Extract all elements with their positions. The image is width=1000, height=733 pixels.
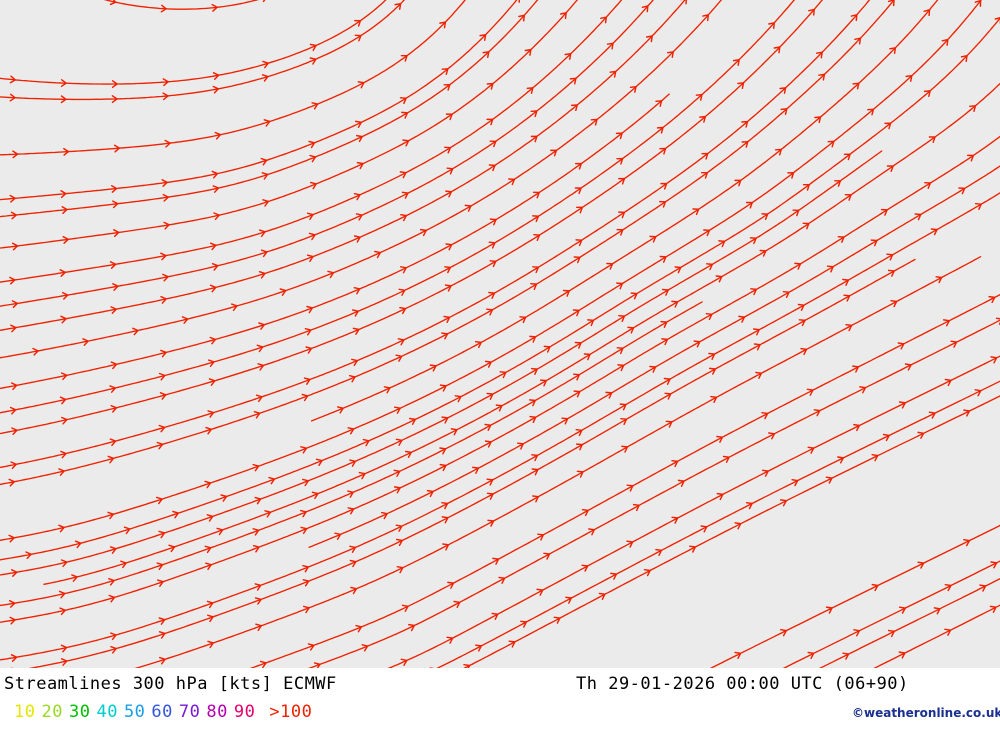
valid-time-label: Th 29-01-2026 00:00 UTC (06+90): [576, 674, 909, 694]
streamline-layer: [0, 0, 1000, 668]
page-title: Streamlines 300 hPa [kts] ECMWF: [4, 674, 337, 694]
legend-entry-60: 60: [151, 702, 173, 722]
legend-entry-40: 40: [96, 702, 118, 722]
legend-entry-20: 20: [41, 702, 63, 722]
legend-entry-70: 70: [178, 702, 201, 722]
map-panel[interactable]: [0, 0, 1000, 668]
wind-speed-legend: 10 20 30 40 50 60 70 80 90 >100: [14, 702, 318, 722]
legend-entry-30: 30: [68, 702, 91, 722]
sea-background: [0, 0, 1000, 668]
streamline-map-svg[interactable]: [0, 0, 1000, 668]
legend-entry-90: 90: [233, 702, 256, 722]
map-footer: Streamlines 300 hPa [kts] ECMWF Th 29-01…: [0, 668, 1000, 733]
copyright-label: ©weatheronline.co.uk: [852, 706, 1000, 720]
legend-entry-80: 80: [206, 702, 228, 722]
legend-entry-50: 50: [123, 702, 146, 722]
legend-entry-100: >100: [269, 702, 313, 722]
legend-entry-10: 10: [14, 702, 36, 722]
